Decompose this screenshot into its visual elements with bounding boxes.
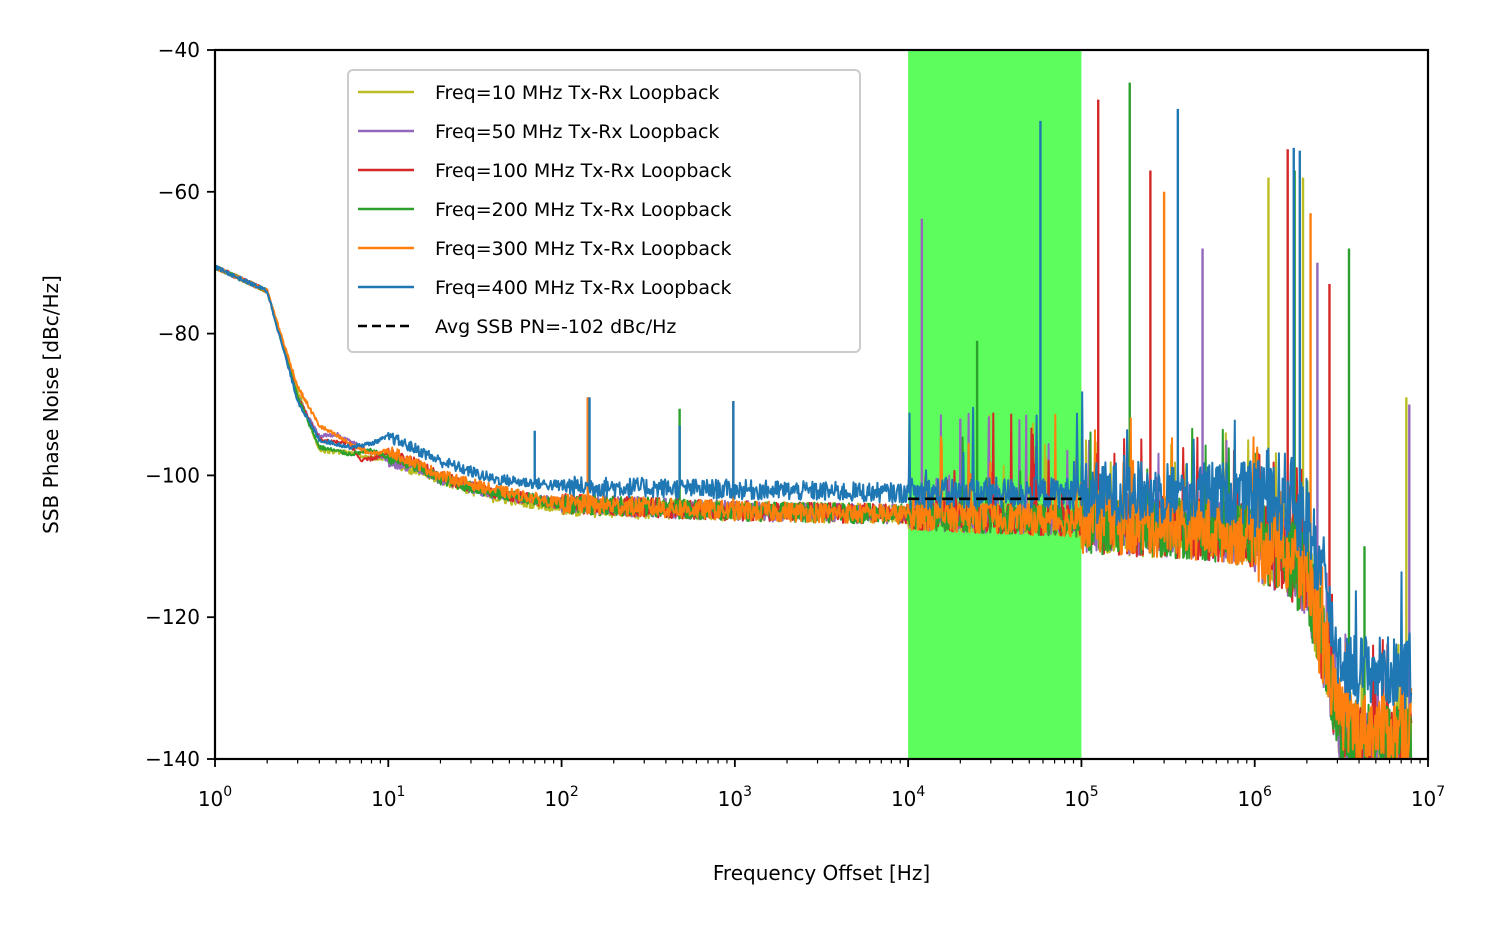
x-tick-label: 104 xyxy=(891,784,925,811)
y-tick-label: −120 xyxy=(145,605,200,629)
x-tick-label: 101 xyxy=(371,784,405,811)
x-tick-label: 102 xyxy=(544,784,578,811)
y-tick-label: −80 xyxy=(158,322,200,346)
highlight-band xyxy=(908,50,1082,759)
x-tick-label: 103 xyxy=(718,784,752,811)
x-tick-label: 107 xyxy=(1411,784,1445,811)
legend-label: Freq=100 MHz Tx-Rx Loopback xyxy=(435,160,732,182)
x-tick-label: 106 xyxy=(1238,784,1272,811)
y-tick-label: −60 xyxy=(158,180,200,204)
legend-label: Freq=400 MHz Tx-Rx Loopback xyxy=(435,277,732,299)
y-tick-label: −40 xyxy=(158,38,200,62)
highlight-band-layer xyxy=(908,50,1082,759)
x-tick-label: 100 xyxy=(198,784,232,811)
x-axis-label: Frequency Offset [Hz] xyxy=(713,861,930,885)
series-6 xyxy=(215,108,1413,710)
legend-box xyxy=(347,69,861,353)
legend-label: Avg SSB PN=-102 dBc/Hz xyxy=(435,316,676,338)
legend-label: Freq=300 MHz Tx-Rx Loopback xyxy=(435,238,732,260)
x-tick-label: 105 xyxy=(1064,784,1098,811)
series-line xyxy=(215,265,1413,759)
y-tick-label: −100 xyxy=(145,463,200,487)
legend-label: Freq=200 MHz Tx-Rx Loopback xyxy=(435,199,732,221)
legend: Freq=10 MHz Tx-Rx Loopback Freq=50 MHz Tx… xyxy=(347,69,861,353)
series-layer xyxy=(215,82,1413,759)
legend-label: Freq=10 MHz Tx-Rx Loopback xyxy=(435,82,719,104)
legend-label: Freq=50 MHz Tx-Rx Loopback xyxy=(435,121,719,143)
axis-ticks: 100 101 102 103 104 105 106 107 −40 −60 −80 −100 −12… xyxy=(145,38,1445,811)
series-line xyxy=(215,265,1413,710)
y-axis-label: SSB Phase Noise [dBc/Hz] xyxy=(39,275,63,534)
y-tick-label: −140 xyxy=(145,747,200,771)
plot-frame xyxy=(213,48,1430,761)
